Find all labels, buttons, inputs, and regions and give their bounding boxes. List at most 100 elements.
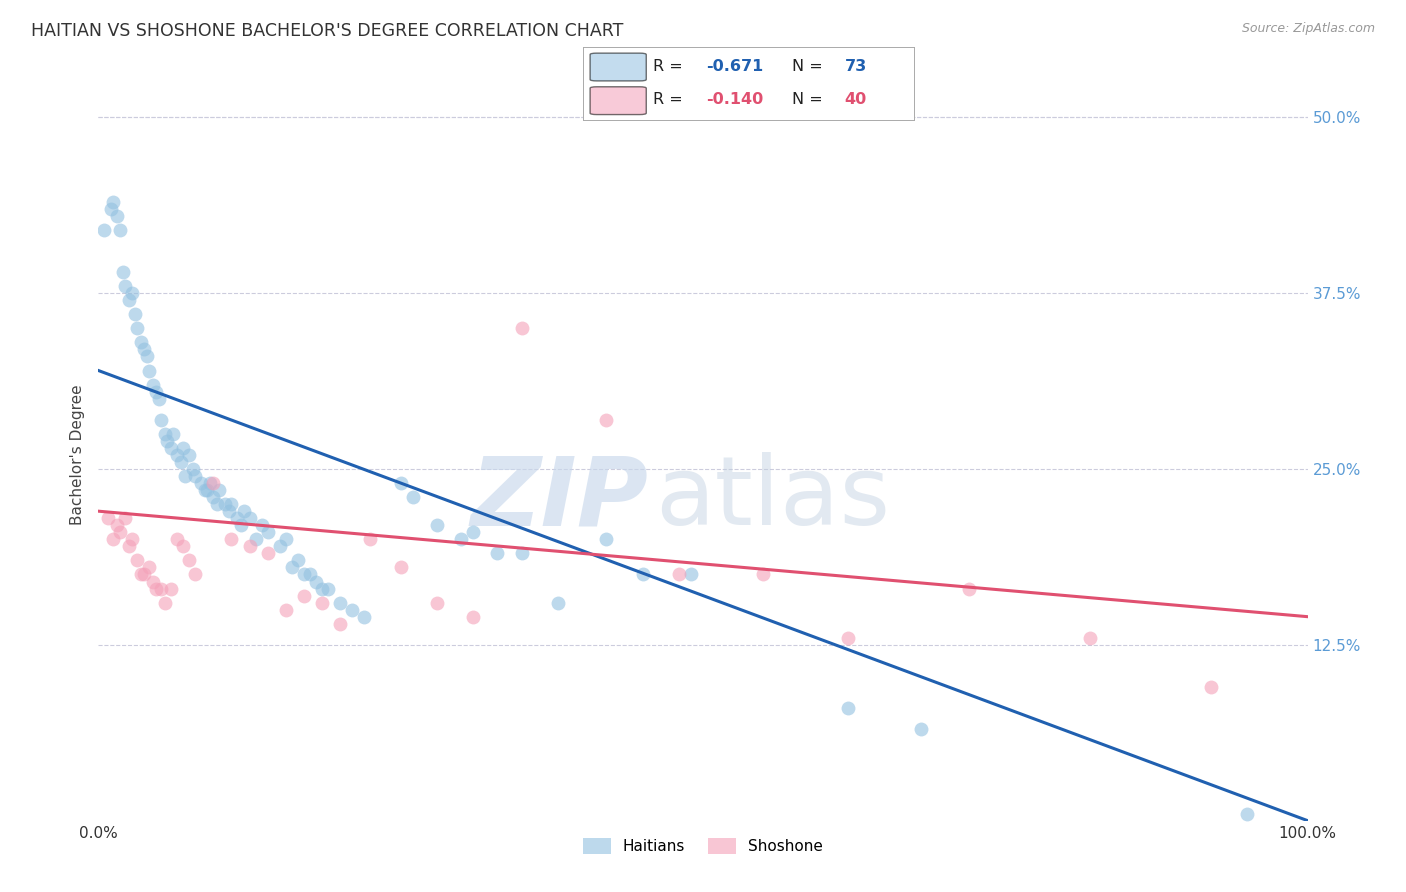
Point — [105, 209, 128, 223]
Point — [910, 723, 932, 737]
Point — [129, 567, 152, 582]
Point — [274, 533, 297, 547]
Point — [153, 596, 176, 610]
Point — [142, 377, 165, 392]
Point — [426, 596, 449, 610]
Point — [245, 533, 267, 547]
Point — [194, 483, 217, 497]
Point — [389, 560, 412, 574]
Point — [402, 490, 425, 504]
Point — [129, 335, 152, 350]
Point — [111, 265, 134, 279]
Point — [121, 533, 143, 547]
Point — [305, 574, 328, 589]
Point — [138, 560, 160, 574]
Point — [118, 539, 141, 553]
Point — [105, 518, 128, 533]
Point — [463, 609, 485, 624]
Point — [160, 582, 183, 596]
Text: 73: 73 — [845, 59, 866, 74]
Point — [256, 525, 278, 540]
Point — [269, 539, 291, 553]
Point — [229, 518, 252, 533]
Point — [169, 455, 191, 469]
Point — [450, 533, 472, 547]
Point — [426, 518, 449, 533]
Point — [184, 567, 207, 582]
Point — [837, 631, 859, 645]
Point — [299, 567, 322, 582]
Point — [179, 553, 201, 567]
Point — [287, 553, 309, 567]
Point — [221, 497, 243, 511]
Point — [463, 525, 485, 540]
Text: R =: R = — [652, 93, 688, 107]
Point — [184, 469, 207, 483]
Point — [134, 567, 156, 582]
Text: N =: N = — [792, 59, 828, 74]
Point — [292, 589, 315, 603]
Point — [631, 567, 654, 582]
Point — [547, 596, 569, 610]
Point — [218, 504, 240, 518]
Point — [1078, 631, 1101, 645]
Point — [160, 441, 183, 455]
Point — [239, 511, 262, 525]
Point — [752, 567, 775, 582]
Point — [595, 533, 617, 547]
Text: R =: R = — [652, 59, 688, 74]
Text: -0.671: -0.671 — [706, 59, 763, 74]
Point — [145, 384, 167, 399]
Y-axis label: Bachelor's Degree: Bachelor's Degree — [70, 384, 86, 525]
Point — [174, 469, 197, 483]
Point — [342, 602, 364, 616]
Point — [162, 426, 184, 441]
FancyBboxPatch shape — [591, 54, 647, 81]
Point — [124, 307, 146, 321]
Point — [150, 413, 173, 427]
Text: 40: 40 — [845, 93, 866, 107]
Point — [150, 582, 173, 596]
Point — [93, 223, 115, 237]
FancyBboxPatch shape — [591, 87, 647, 114]
Point — [190, 476, 212, 491]
Legend: Haitians, Shoshone: Haitians, Shoshone — [576, 832, 830, 861]
Point — [232, 504, 254, 518]
Point — [329, 596, 352, 610]
Point — [114, 279, 136, 293]
Point — [121, 286, 143, 301]
Text: atlas: atlas — [655, 452, 890, 545]
Point — [118, 293, 141, 308]
Point — [668, 567, 690, 582]
Point — [239, 539, 262, 553]
Point — [329, 616, 352, 631]
Point — [135, 350, 157, 364]
Point — [101, 533, 124, 547]
Point — [226, 511, 249, 525]
Point — [100, 202, 122, 216]
Point — [1236, 806, 1258, 821]
Point — [837, 701, 859, 715]
Point — [97, 511, 120, 525]
Point — [153, 426, 176, 441]
Text: -0.140: -0.140 — [706, 93, 763, 107]
Point — [208, 483, 231, 497]
Point — [127, 321, 149, 335]
Point — [360, 533, 382, 547]
Point — [181, 462, 204, 476]
Point — [221, 533, 243, 547]
Point — [353, 609, 375, 624]
Point — [316, 582, 339, 596]
Point — [281, 560, 304, 574]
Point — [166, 448, 188, 462]
Point — [145, 582, 167, 596]
Point — [195, 483, 218, 497]
Point — [142, 574, 165, 589]
Point — [274, 602, 297, 616]
Point — [108, 223, 131, 237]
Point — [205, 497, 228, 511]
Point — [510, 321, 533, 335]
Point — [214, 497, 236, 511]
Point — [957, 582, 980, 596]
Point — [179, 448, 201, 462]
